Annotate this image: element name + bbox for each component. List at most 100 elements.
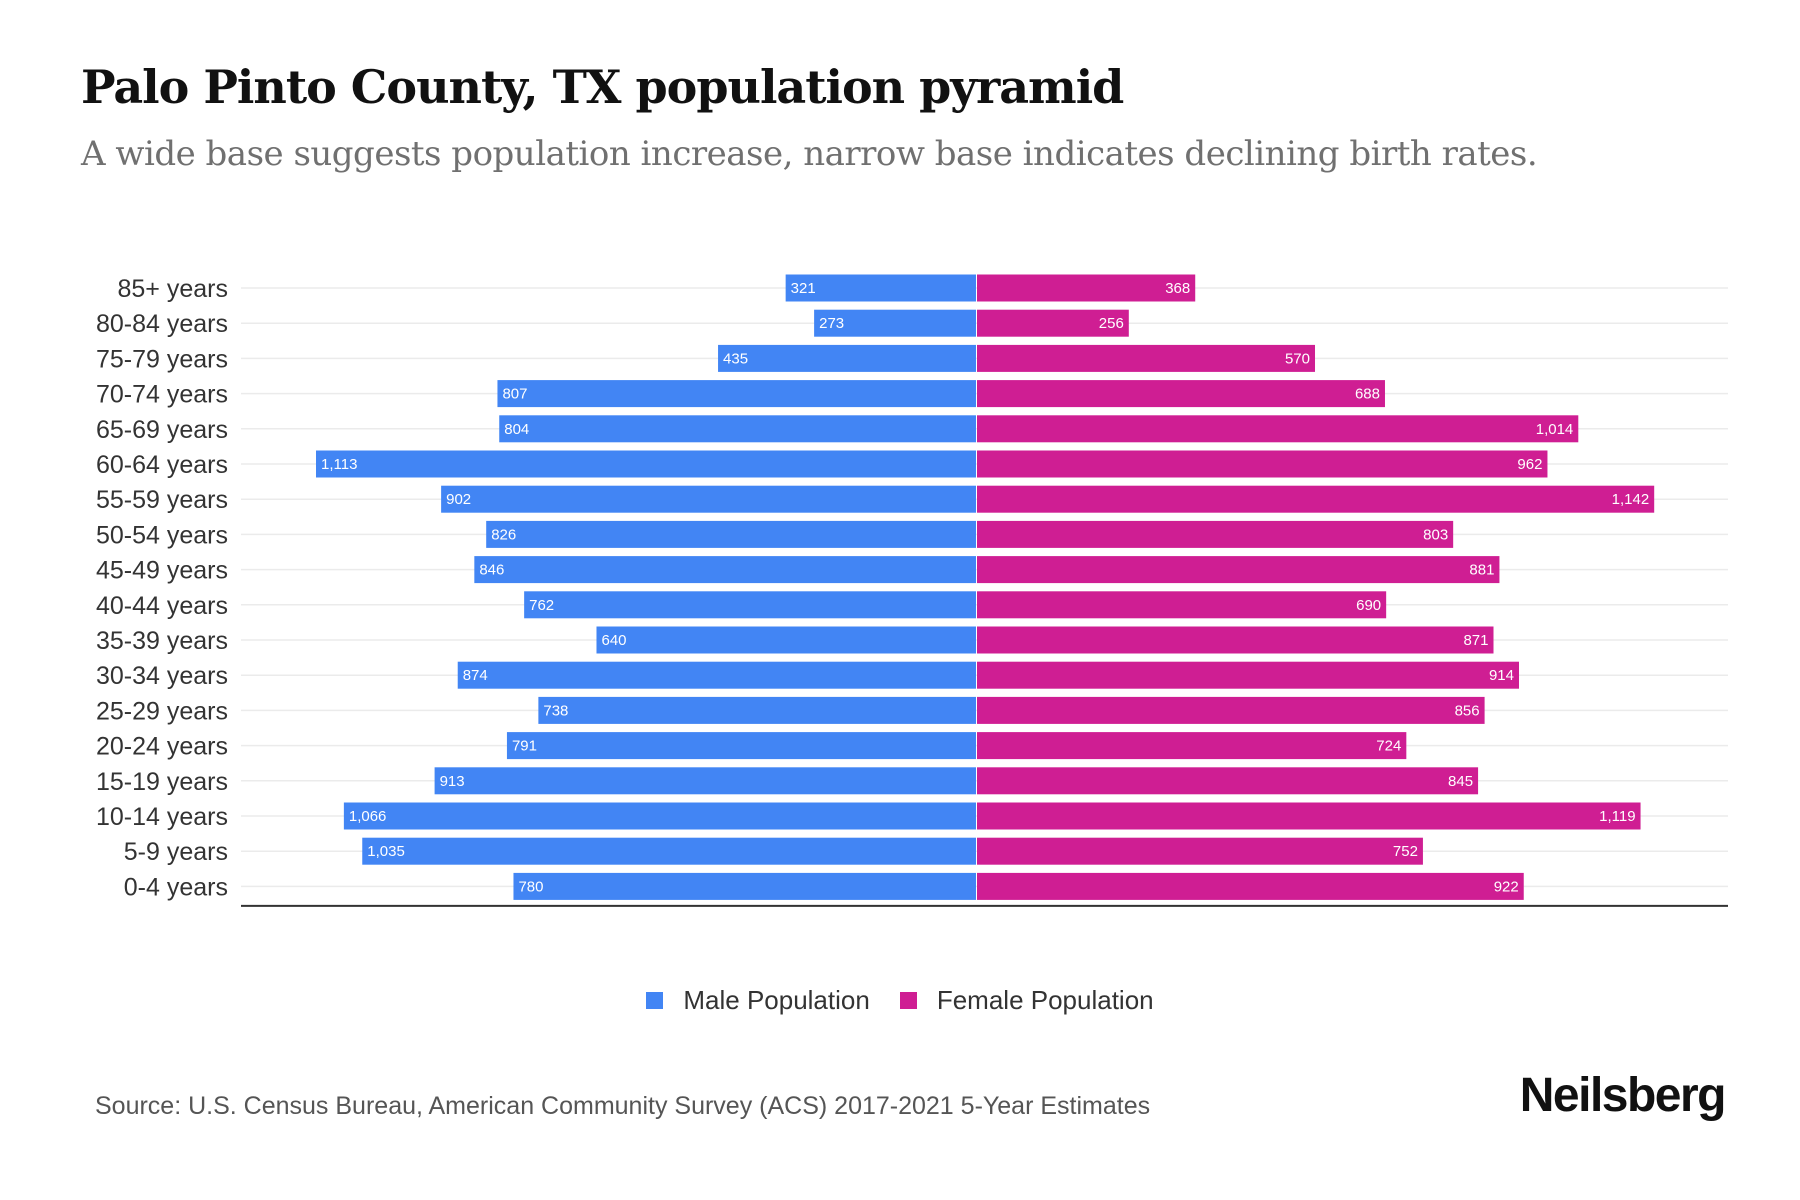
- male-bar[interactable]: [785, 274, 976, 302]
- category-label: 50-54 years: [96, 521, 228, 549]
- male-bar[interactable]: [316, 450, 976, 478]
- male-bar-label: 762: [529, 597, 554, 614]
- male-bar[interactable]: [513, 872, 976, 900]
- category-label: 0-4 years: [124, 873, 228, 901]
- category-label: 75-79 years: [96, 345, 228, 373]
- female-bar[interactable]: [977, 732, 1407, 760]
- female-bar-label: 752: [1393, 843, 1418, 860]
- male-bar-label: 321: [791, 280, 816, 297]
- female-bar-label: 914: [1489, 667, 1514, 684]
- female-bar[interactable]: [977, 309, 1129, 337]
- category-label: 30-34 years: [96, 662, 228, 690]
- female-bar[interactable]: [977, 591, 1387, 619]
- female-bar-label: 856: [1455, 702, 1480, 719]
- male-bar[interactable]: [499, 415, 976, 443]
- female-bar[interactable]: [977, 450, 1548, 478]
- male-bar[interactable]: [524, 591, 976, 619]
- female-bar[interactable]: [977, 661, 1519, 689]
- legend-male-label: Male Population: [683, 985, 870, 1015]
- brand-logo: Neilsberg: [1519, 1069, 1727, 1122]
- female-bar-label: 1,119: [1599, 808, 1635, 825]
- male-bar-label: 902: [446, 491, 471, 508]
- female-bar-label: 570: [1285, 350, 1310, 367]
- male-bar[interactable]: [718, 344, 976, 372]
- male-bar-label: 807: [502, 386, 527, 403]
- category-label: 20-24 years: [96, 733, 228, 761]
- male-bar-label: 780: [518, 878, 543, 895]
- female-bar[interactable]: [977, 626, 1494, 654]
- legend-item-male[interactable]: Male Population: [646, 985, 870, 1016]
- female-bar-label: 690: [1356, 597, 1381, 614]
- chart-subtitle: A wide base suggests population increase…: [81, 134, 1538, 174]
- legend-item-female[interactable]: Female Population: [899, 985, 1154, 1016]
- female-bar[interactable]: [977, 485, 1655, 513]
- female-bar[interactable]: [977, 872, 1524, 900]
- female-bar-label: 688: [1355, 386, 1380, 403]
- male-bar-label: 1,035: [367, 843, 405, 860]
- female-bar[interactable]: [977, 802, 1641, 830]
- female-bar[interactable]: [977, 520, 1454, 548]
- female-bar-label: 1,014: [1536, 421, 1574, 438]
- male-bar[interactable]: [814, 309, 976, 337]
- female-bar-label: 922: [1494, 878, 1519, 895]
- female-bar[interactable]: [977, 556, 1500, 584]
- female-bar-label: 368: [1165, 280, 1190, 297]
- male-bar-label: 804: [504, 421, 529, 438]
- female-bar[interactable]: [977, 274, 1196, 302]
- male-bar-label: 1,066: [349, 808, 387, 825]
- female-bar[interactable]: [977, 380, 1385, 408]
- legend-female-label: Female Population: [936, 985, 1154, 1015]
- female-bar-label: 1,142: [1612, 491, 1650, 508]
- male-bar-label: 640: [601, 632, 626, 649]
- source-note: Source: U.S. Census Bureau, American Com…: [95, 1092, 1151, 1120]
- female-bar[interactable]: [977, 696, 1485, 724]
- chart-title: Palo Pinto County, TX population pyramid: [81, 60, 1124, 114]
- category-labels: 85+ years 80-84 years 75-79 years 70-74 yea…: [96, 275, 228, 901]
- male-bar-label: 913: [440, 773, 465, 790]
- category-label: 25-29 years: [96, 697, 228, 725]
- male-bar[interactable]: [434, 767, 976, 795]
- category-label: 65-69 years: [96, 416, 228, 444]
- male-bar[interactable]: [474, 556, 976, 584]
- male-bar[interactable]: [457, 661, 976, 689]
- gridlines: [241, 287, 1728, 888]
- male-swatch-icon: [646, 992, 664, 1009]
- female-bar-label: 962: [1517, 456, 1542, 473]
- category-label: 5-9 years: [124, 838, 228, 866]
- female-bar-label: 803: [1423, 526, 1448, 543]
- male-bar-label: 1,113: [321, 456, 357, 473]
- male-bar[interactable]: [497, 380, 976, 408]
- female-bar[interactable]: [977, 837, 1423, 865]
- population-pyramid-chart: 321 368 273 256 435 570 807 688 804 1,014 1,113 962…: [96, 274, 1728, 907]
- male-bar[interactable]: [506, 732, 976, 760]
- female-bar[interactable]: [977, 415, 1579, 443]
- male-bar[interactable]: [343, 802, 976, 830]
- male-bar-label: 874: [463, 667, 488, 684]
- male-bar[interactable]: [596, 626, 976, 654]
- male-bar-label: 738: [543, 702, 568, 719]
- female-bar-label: 881: [1469, 562, 1494, 579]
- male-bar[interactable]: [538, 696, 976, 724]
- female-bar-label: 845: [1448, 773, 1473, 790]
- male-bar-label: 435: [723, 350, 748, 367]
- male-bar-label: 791: [512, 738, 537, 755]
- category-label: 70-74 years: [96, 381, 228, 409]
- category-label: 10-14 years: [96, 803, 228, 831]
- male-bar[interactable]: [362, 837, 976, 865]
- female-swatch-icon: [899, 992, 917, 1009]
- female-bar[interactable]: [977, 344, 1316, 372]
- category-label: 60-64 years: [96, 451, 228, 479]
- female-bar-label: 724: [1376, 738, 1401, 755]
- category-label: 45-49 years: [96, 557, 228, 585]
- category-label: 15-19 years: [96, 768, 228, 796]
- male-bar-label: 826: [491, 526, 516, 543]
- female-bar-label: 871: [1463, 632, 1488, 649]
- male-bar[interactable]: [441, 485, 976, 513]
- category-label: 35-39 years: [96, 627, 228, 655]
- legend: Male Population Female Population: [0, 985, 1800, 1016]
- bars: 321 368 273 256 435 570 807 688 804 1,014 1,113 962…: [316, 274, 1655, 900]
- female-bar[interactable]: [977, 767, 1479, 795]
- category-label: 80-84 years: [96, 310, 228, 338]
- category-label: 55-59 years: [96, 486, 228, 514]
- male-bar[interactable]: [486, 520, 976, 548]
